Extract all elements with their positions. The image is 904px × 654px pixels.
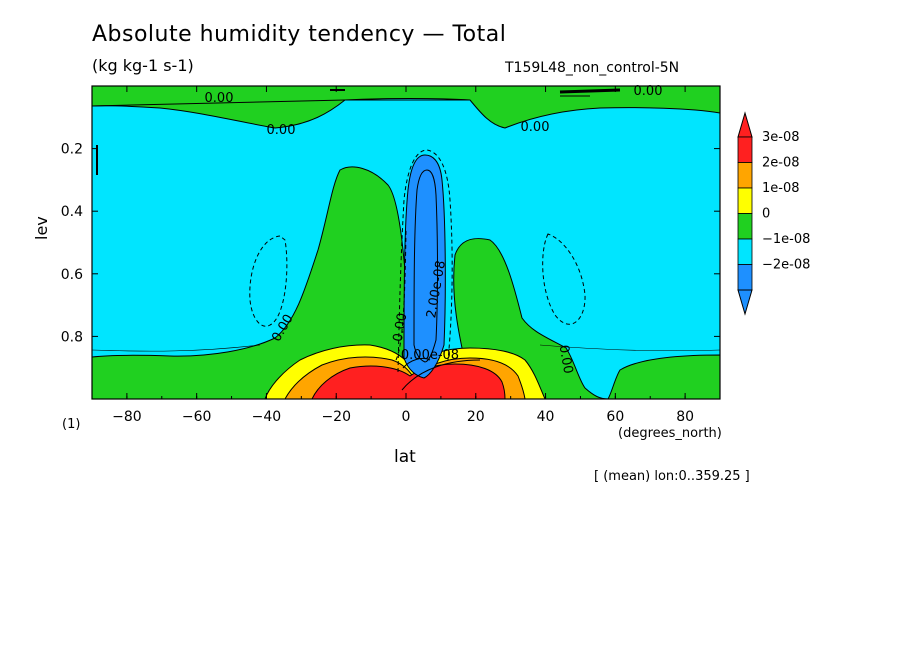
drying-column-core (413, 169, 438, 363)
x-tick-label: 20 (467, 409, 485, 425)
mean-note: [ (mean) lon:0..359.25 ] (594, 469, 750, 484)
contour-line (92, 99, 346, 107)
contour-line (395, 229, 407, 361)
chart-title: Absolute humidity tendency — Total (92, 22, 507, 47)
colorbar-label: 2e-08 (762, 156, 800, 171)
contour-line (539, 344, 720, 352)
colorbar-label: −2e-08 (762, 258, 810, 273)
contour-label: 0.00 (391, 312, 411, 343)
y-tick-label: 0.2 (61, 142, 83, 158)
contour-line (249, 235, 288, 327)
contour-label: 0.00 (556, 344, 576, 375)
x-axis-unit: (degrees_north) (618, 426, 722, 441)
contour-line (559, 88, 621, 94)
colorbar-bottom-arrow (737, 289, 753, 316)
contour-fields (92, 86, 720, 399)
contour-label: 0.00e-08 (401, 348, 459, 363)
colorbar-swatch (737, 136, 753, 163)
corner-label: (1) (62, 417, 81, 432)
x-tick-label: −40 (252, 409, 282, 425)
colorbar-swatch (737, 187, 753, 214)
colorbar-label: 1e-08 (762, 181, 800, 196)
contour-label: 0.00 (267, 123, 296, 138)
colorbar-top-arrow (737, 111, 753, 138)
y-tick-label: 0.6 (61, 267, 83, 283)
colorbar-label: −1e-08 (762, 232, 810, 247)
y-tick-label: 0.4 (61, 204, 83, 220)
contour-label: 0.00 (634, 84, 663, 99)
colorbar-swatch (737, 162, 753, 189)
colorbar-swatch (737, 213, 753, 240)
contour-line (92, 344, 261, 352)
chart-units: (kg kg-1 s-1) (92, 56, 194, 75)
x-axis-label: lat (394, 447, 416, 467)
contour-line (402, 357, 431, 369)
colorbar-label: 3e-08 (762, 130, 800, 145)
x-tick-label: −20 (321, 409, 351, 425)
x-tick-label: −60 (182, 409, 212, 425)
contour-line (401, 359, 481, 391)
x-tick-label: 0 (402, 409, 411, 425)
y-tick-label: 0.8 (61, 329, 83, 345)
x-tick-label: 60 (606, 409, 624, 425)
x-tick-label: −80 (112, 409, 142, 425)
colorbar-swatch (737, 264, 753, 291)
run-label: T159L48_non_control-5N (505, 60, 680, 76)
colorbar-label: 0 (762, 207, 770, 222)
contour-line (542, 233, 586, 325)
contour-label: 0.00 (521, 120, 550, 135)
x-tick-label: 40 (537, 409, 555, 425)
contour-label: 0.00 (205, 91, 234, 106)
x-tick-label: 80 (676, 409, 694, 425)
colorbar-swatch (737, 238, 753, 265)
